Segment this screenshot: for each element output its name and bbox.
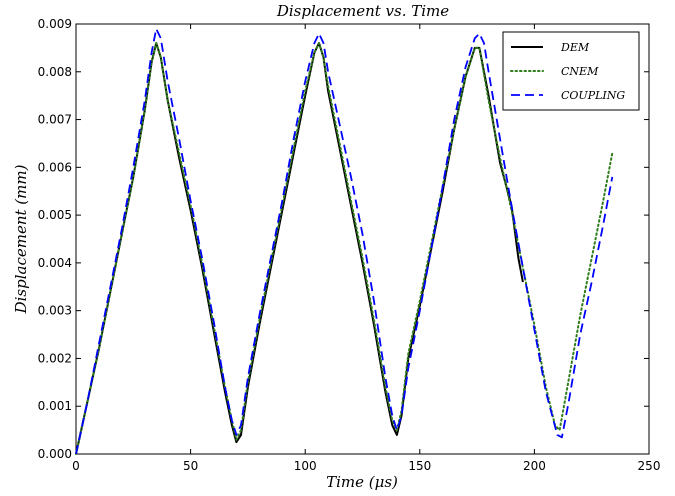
y-axis-label: Displacement (mm) [12, 164, 30, 314]
x-axis-label: Time (μs) [326, 473, 398, 491]
legend: DEM CNEM COUPLING [503, 32, 639, 110]
x-tick-label: 250 [638, 459, 661, 473]
y-tick-label: 0.004 [38, 256, 72, 270]
y-tick-label: 0.003 [38, 304, 72, 318]
y-tick-label: 0.007 [38, 113, 72, 127]
y-tick-label: 0.006 [38, 160, 72, 174]
x-tick-label: 100 [294, 459, 317, 473]
legend-label-dem: DEM [560, 41, 590, 54]
y-tick-label: 0.002 [38, 351, 72, 365]
y-tick-label: 0.000 [38, 447, 72, 461]
y-tick-label: 0.005 [38, 208, 72, 222]
x-tick-label: 50 [183, 459, 198, 473]
legend-label-coupling: COUPLING [561, 89, 625, 102]
x-tick-label: 0 [72, 459, 80, 473]
y-tick-label: 0.009 [38, 17, 72, 31]
y-tick-label: 0.008 [38, 65, 72, 79]
legend-label-cnem: CNEM [561, 65, 599, 78]
chart-title: Displacement vs. Time [276, 2, 449, 20]
x-tick-label: 200 [523, 459, 546, 473]
x-tick-label: 150 [408, 459, 431, 473]
series-line-dem [76, 43, 523, 454]
y-tick-label: 0.001 [38, 399, 72, 413]
